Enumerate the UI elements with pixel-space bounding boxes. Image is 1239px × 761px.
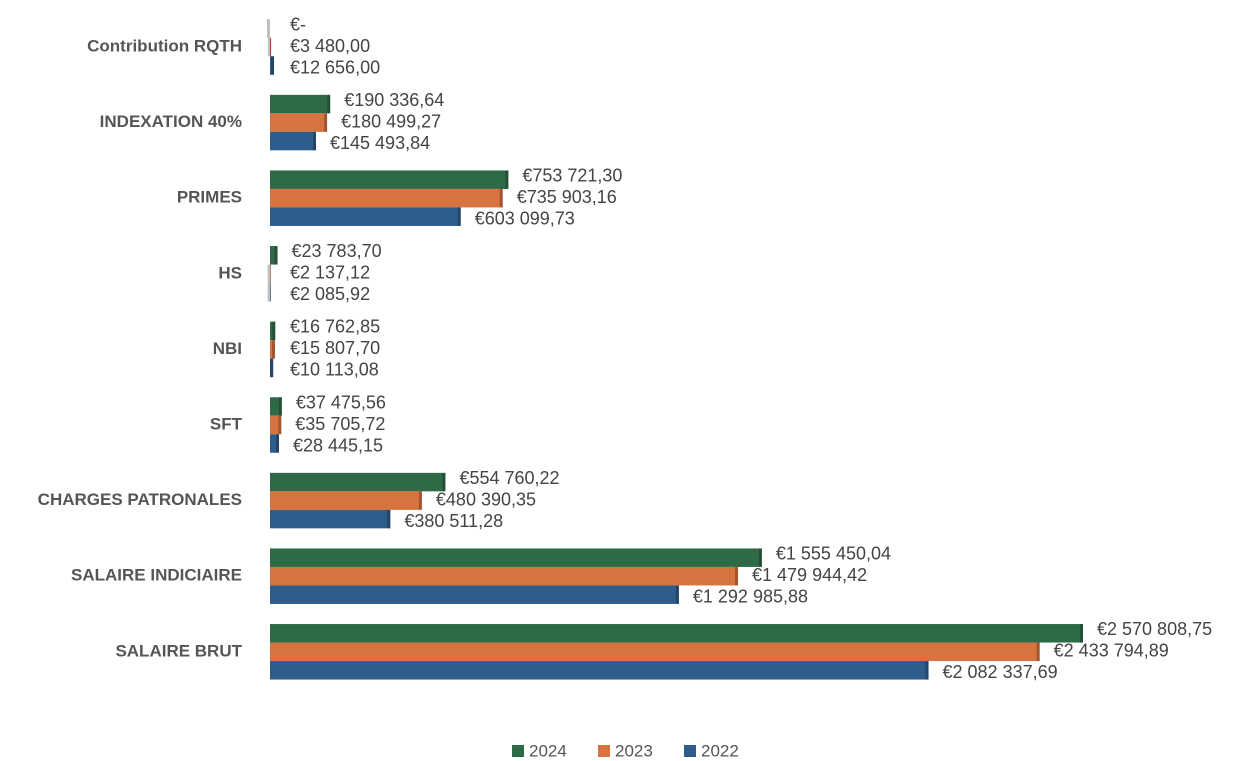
bar [270,509,391,529]
bar [270,548,762,567]
bar-shade [272,321,276,341]
bar [270,661,929,680]
bar [270,642,1040,662]
bar-shade [925,661,929,680]
bar-shade [457,207,461,226]
bar-shade [442,472,446,492]
bar [270,585,679,604]
bar [270,131,317,151]
bar [270,207,461,226]
category-label: Contribution RQTH [87,36,242,55]
bar-shade [387,509,391,529]
bar [270,397,282,416]
bar-shade [271,340,275,359]
bar-shade [278,415,282,435]
bar-shade [275,434,279,453]
value-label: €15 807,70 [290,338,380,358]
category-label: SFT [210,414,243,433]
category-label: NBI [213,339,242,358]
bar-shade [505,170,509,189]
value-label: €480 390,35 [436,489,536,509]
legend-label: 2024 [529,741,567,760]
bar [270,566,739,586]
bar-shade [278,397,282,416]
value-label: €753 721,30 [522,165,622,185]
bar [270,340,275,359]
bar-shade [1080,624,1083,643]
bar-shade [271,56,275,75]
bar-shade [267,264,271,284]
value-label: €37 475,56 [296,392,386,412]
value-label: €2 433 794,89 [1054,641,1169,661]
legend-swatch [684,745,696,757]
category-label: HS [218,263,242,282]
value-label: €2 137,12 [290,263,370,283]
bar [270,170,509,189]
category-label: CHARGES PATRONALES [38,490,242,509]
bar [270,113,328,132]
bar [270,37,272,57]
bar-shade [274,246,278,265]
bar [270,472,446,492]
value-label: €380 511,28 [404,511,503,531]
bar-shade [1036,642,1040,662]
bar-shade [267,19,270,38]
category-label: SALAIRE INDICIAIRE [71,566,242,585]
value-label: €10 113,08 [290,360,379,380]
legend-swatch [512,745,524,757]
value-label: €3 480,00 [290,36,370,56]
legend-label: 2023 [615,741,653,760]
bar [270,56,275,75]
bar-shade [327,94,331,114]
bar-shade [758,548,762,567]
bar [270,264,271,284]
value-label: €28 445,15 [293,435,383,455]
bar-shade [418,491,422,510]
value-label: €1 555 450,04 [776,543,891,563]
bar [270,415,282,435]
bar [270,358,274,378]
legend-swatch [598,745,610,757]
legend-label: 2022 [701,741,739,760]
bar [270,283,271,302]
value-label: €2 570 808,75 [1097,619,1212,639]
bar [270,321,276,341]
value-label: €- [290,14,306,34]
bar-shade [268,37,272,57]
category-label: INDEXATION 40% [100,112,242,131]
category-label: SALAIRE BRUT [115,641,242,660]
value-label: €554 760,22 [459,468,559,488]
value-label: €1 292 985,88 [693,586,808,606]
bar-shade [267,283,271,302]
value-label: €603 099,73 [475,208,575,228]
value-label: €1 479 944,42 [752,565,867,585]
bar [270,188,503,208]
bar-shade [270,358,274,378]
bar-shade [735,566,739,586]
bar-shade [499,188,503,208]
value-label: €35 705,72 [295,414,385,434]
value-label: €16 762,85 [290,317,380,337]
value-label: €145 493,84 [330,133,430,153]
value-label: €180 499,27 [341,111,441,131]
value-label: €23 783,70 [292,241,382,261]
bar-shade [675,585,679,604]
bar [270,491,422,510]
value-label: €12 656,00 [290,57,380,77]
bar [270,434,279,453]
category-label: PRIMES [177,188,242,207]
bar-shade [313,131,317,151]
value-label: €735 903,16 [517,187,617,207]
value-label: €2 085,92 [290,284,370,304]
value-label: €190 336,64 [344,90,444,110]
value-label: €2 082 337,69 [943,662,1058,682]
bar [270,624,1083,643]
bar-shade [324,113,328,132]
bar [270,94,331,114]
bar [270,246,278,265]
